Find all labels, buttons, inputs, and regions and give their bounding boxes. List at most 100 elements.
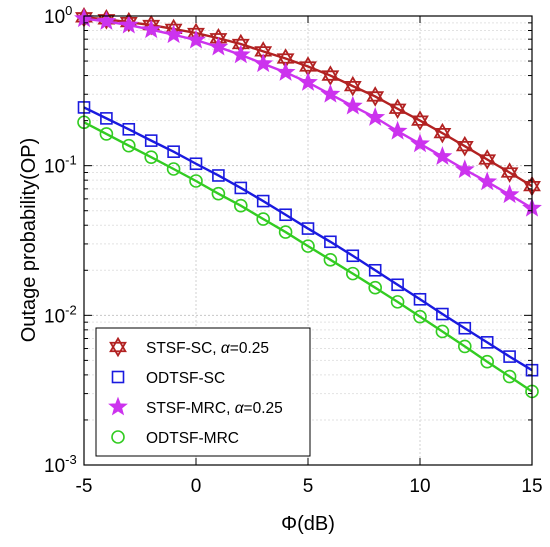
data-point-star bbox=[298, 71, 318, 91]
data-point-star bbox=[432, 146, 453, 166]
data-point-circle bbox=[457, 339, 472, 354]
hexagram-triangle-down bbox=[231, 38, 250, 55]
data-point-hexagram bbox=[500, 162, 519, 183]
data-point-star bbox=[118, 14, 139, 34]
data-point-square bbox=[189, 157, 203, 171]
data-point-hexagram bbox=[366, 86, 385, 107]
legend-label: ODTSF-SC bbox=[146, 370, 225, 387]
data-point-circle bbox=[435, 324, 450, 339]
x-tick-label: 5 bbox=[303, 476, 314, 497]
data-point-circle bbox=[166, 162, 181, 176]
legend-entry-4: ODTSF-MRC bbox=[111, 430, 239, 447]
data-point-hexagram bbox=[388, 98, 407, 120]
data-point-square bbox=[391, 278, 404, 292]
data-point-star bbox=[275, 61, 296, 81]
hexagram-triangle-up bbox=[433, 122, 452, 139]
data-point-square bbox=[279, 208, 292, 222]
data-point-square bbox=[458, 321, 472, 335]
data-point-circle bbox=[323, 252, 338, 267]
data-point-square bbox=[100, 112, 113, 125]
data-point-star bbox=[320, 83, 341, 103]
hexagram-triangle-down bbox=[455, 141, 474, 157]
legend-label: ODTSF-MRC bbox=[146, 430, 239, 447]
series-line bbox=[83, 106, 533, 372]
data-point-square bbox=[256, 194, 270, 208]
legend-entry-1: STSF-SC, α=0.25 bbox=[109, 336, 269, 358]
hexagram-triangle-down bbox=[109, 341, 127, 358]
hexagram-triangle-up bbox=[478, 149, 497, 165]
data-point-star bbox=[108, 396, 128, 416]
hexagram-triangle-up bbox=[321, 65, 340, 81]
data-point-square bbox=[111, 370, 125, 384]
data-point-star bbox=[186, 29, 206, 49]
hexagram-triangle-down bbox=[366, 91, 385, 107]
data-point-hexagram bbox=[455, 135, 474, 157]
data-point-circle bbox=[122, 138, 136, 153]
data-point-circle bbox=[211, 186, 226, 201]
hexagram-triangle-down bbox=[388, 103, 407, 120]
hexagram-triangle-down bbox=[209, 33, 228, 49]
hexagram-triangle-up bbox=[500, 162, 519, 178]
x-tick-label: 10 bbox=[409, 476, 430, 497]
data-point-square bbox=[436, 307, 449, 321]
data-point-hexagram bbox=[433, 122, 452, 144]
data-point-star bbox=[230, 44, 251, 64]
data-point-star bbox=[141, 19, 162, 39]
hexagram-triangle-down bbox=[276, 53, 295, 69]
hexagram-triangle-up bbox=[299, 56, 317, 72]
series-2 bbox=[77, 101, 539, 377]
legend-entry-3: STSF-MRC, α=0.25 bbox=[108, 396, 283, 417]
data-point-square bbox=[144, 134, 158, 147]
hexagram-triangle-up bbox=[109, 336, 127, 353]
hexagram-triangle-up bbox=[366, 86, 385, 102]
data-point-star bbox=[163, 24, 184, 44]
hexagram-triangle-down bbox=[411, 115, 429, 131]
hexagram-triangle-up bbox=[455, 135, 474, 152]
hexagram-triangle-down bbox=[500, 167, 519, 183]
data-point-circle bbox=[301, 239, 315, 253]
legend-entry-2: ODTSF-SC bbox=[111, 370, 225, 387]
legend: STSF-SC, α=0.25 ODTSF-SC STSF-MRC, α=0.25 O… bbox=[95, 327, 311, 457]
data-point-hexagram bbox=[299, 56, 317, 77]
data-point-star bbox=[208, 36, 229, 56]
series-4 bbox=[77, 115, 539, 399]
data-point-hexagram bbox=[478, 149, 497, 170]
data-point-circle bbox=[502, 369, 517, 384]
data-point-circle bbox=[144, 150, 158, 164]
data-point-square bbox=[480, 336, 494, 349]
data-point-star bbox=[499, 184, 520, 204]
data-point-hexagram bbox=[343, 75, 362, 97]
data-point-circle bbox=[256, 212, 271, 226]
y-tick-label: 100 bbox=[44, 3, 72, 28]
data-point-circle bbox=[390, 295, 405, 309]
hexagram-triangle-down bbox=[433, 127, 452, 144]
data-point-square bbox=[167, 145, 180, 158]
hexagram-triangle-down bbox=[187, 27, 205, 44]
data-point-square bbox=[346, 249, 360, 263]
data-point-circle bbox=[413, 309, 427, 324]
legend-label: STSF-SC, α=0.25 bbox=[146, 340, 269, 357]
data-point-circle bbox=[189, 174, 203, 188]
hexagram-triangle-down bbox=[299, 61, 317, 77]
data-point-square bbox=[301, 222, 315, 235]
data-point-circle bbox=[234, 198, 248, 213]
x-tick-label: 0 bbox=[191, 476, 202, 497]
data-point-hexagram bbox=[411, 110, 429, 131]
y-tick-label: 10-1 bbox=[44, 153, 77, 178]
data-point-circle bbox=[111, 430, 125, 444]
hexagram-triangle-up bbox=[411, 110, 429, 126]
axis-ticks: -5 0 5 10 15 100 10-1 10-2 10-3 bbox=[44, 3, 543, 497]
hexagram-triangle-down bbox=[343, 80, 362, 97]
data-point-hexagram bbox=[321, 65, 340, 86]
data-point-star bbox=[477, 171, 498, 191]
data-point-circle bbox=[345, 266, 360, 281]
y-tick-label: 10-3 bbox=[44, 452, 77, 477]
data-point-square bbox=[503, 350, 516, 363]
y-axis-label: Outage probability(OP) bbox=[18, 138, 40, 343]
x-axis-label: Φ(dB) bbox=[281, 513, 335, 535]
legend-label: STSF-MRC, α=0.25 bbox=[146, 400, 283, 417]
data-point-square bbox=[413, 292, 427, 306]
data-point-star bbox=[365, 107, 386, 126]
data-point-hexagram bbox=[109, 336, 127, 358]
